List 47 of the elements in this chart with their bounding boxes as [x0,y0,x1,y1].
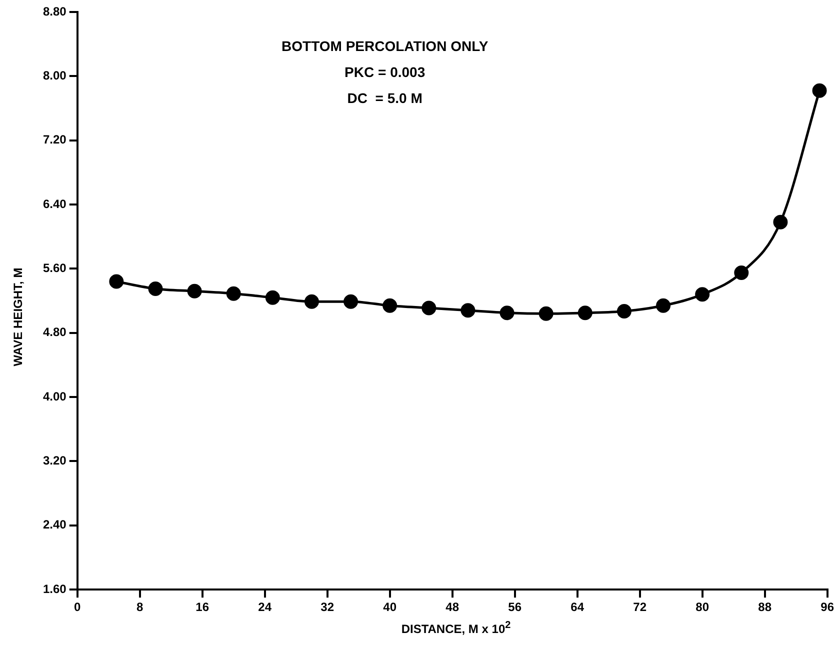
point [460,303,476,318]
annotation: PKC = 0.003 [344,64,426,80]
x-tick-label: 0 [74,600,82,614]
x-tick-label: 8 [136,600,144,614]
x-tick-label: 32 [320,600,334,614]
point [109,274,124,289]
y-tick-label: 3.20 [42,454,67,468]
y-tick-label: 5.60 [42,261,67,276]
annotation: DC = 5.0 M [347,90,422,106]
y-tick-label: 4.00 [42,389,67,404]
x-tick-label: 80 [696,600,710,614]
y-tick-label: 6.40 [42,196,67,211]
point [616,304,632,318]
x-tick-label: 40 [383,600,397,614]
y-tick-label: 2.40 [42,518,67,532]
point [344,294,358,309]
x-tick-label: 88 [758,600,772,614]
point [734,265,749,280]
point [382,298,398,313]
x-tick-label: 96 [820,600,834,614]
point [500,306,514,320]
point [265,290,280,305]
x-tick-label: 48 [446,600,460,614]
x-tick-label: 72 [633,600,647,614]
y-tick-label: 4.80 [42,325,67,340]
point [812,83,827,98]
point [226,286,241,301]
point [187,284,202,298]
y-tick-label: 7.20 [42,132,67,147]
x-tick-label: 56 [508,600,522,614]
point [773,214,788,230]
x-tick-label: 16 [196,600,210,614]
x-tick-label: 24 [258,600,272,614]
y-tick-label: 8.80 [42,4,67,18]
x-tick-label: 64 [570,600,584,614]
y-axis-title: WAVE HEIGHT, M [11,266,25,368]
text: BOTTOM PERCOLATION ONLY [282,38,489,54]
y-tick-label: 8.00 [42,68,67,82]
point [656,298,671,313]
y-tick-label: 1.60 [42,582,67,596]
point [304,294,319,309]
point [538,306,554,321]
point [578,306,592,320]
point [695,287,710,302]
point [148,282,163,296]
point [422,300,436,316]
x-axis-title: DISTANCE, M x 10$^{2}$ [400,620,512,636]
